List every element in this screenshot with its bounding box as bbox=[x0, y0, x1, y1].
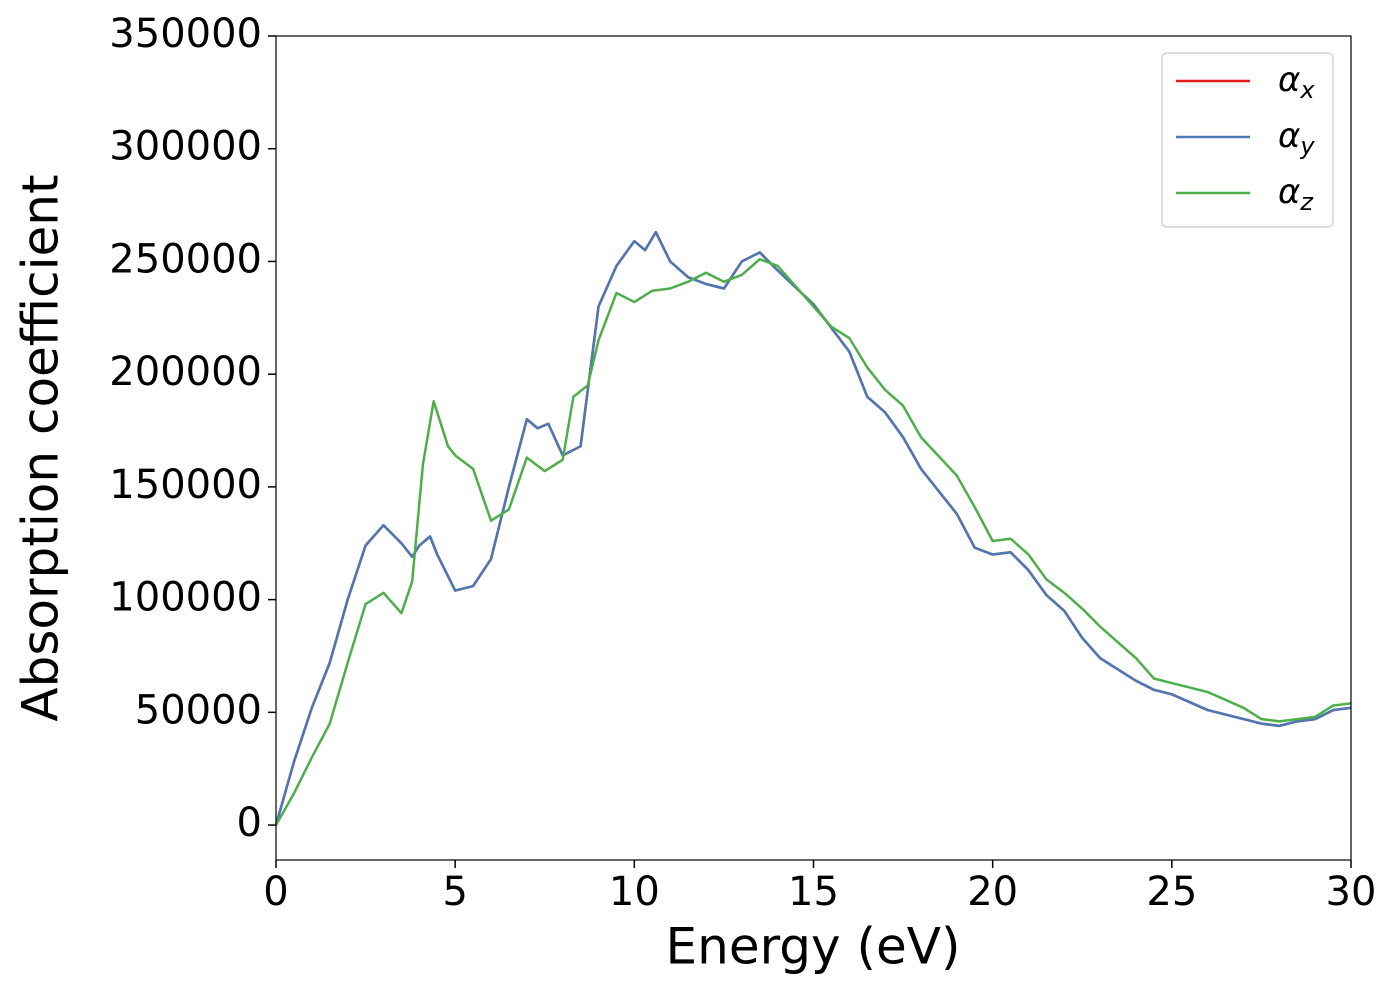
legend-label: αy bbox=[1278, 116, 1315, 161]
y-tick-label: 250000 bbox=[109, 236, 262, 282]
y-axis-label: Absorption coefficient bbox=[12, 174, 70, 721]
y-tick-label: 200000 bbox=[109, 349, 262, 395]
x-tick-label: 25 bbox=[1146, 869, 1197, 915]
x-tick-label: 30 bbox=[1326, 869, 1377, 915]
y-tick-label: 300000 bbox=[109, 124, 262, 170]
plot-frame bbox=[275, 35, 1352, 861]
x-tick-label: 20 bbox=[967, 869, 1018, 915]
legend-label: αz bbox=[1278, 172, 1314, 217]
y-tick-label: 350000 bbox=[109, 11, 262, 57]
line-series bbox=[274, 230, 1352, 826]
y-tick-label: 100000 bbox=[109, 575, 262, 621]
x-tick-label: 10 bbox=[609, 869, 660, 915]
x-tick-label: 5 bbox=[442, 869, 467, 915]
y-tick-label: 50000 bbox=[135, 687, 262, 733]
x-axis-label: Energy (eV) bbox=[666, 918, 961, 976]
x-tick-label: 0 bbox=[263, 869, 288, 915]
legend-box bbox=[1161, 52, 1334, 228]
line-series bbox=[274, 257, 1352, 826]
legend-label: αx bbox=[1278, 60, 1315, 105]
y-tick-label: 0 bbox=[237, 800, 262, 846]
y-tick-label: 150000 bbox=[109, 462, 262, 508]
x-tick-label: 15 bbox=[788, 869, 839, 915]
